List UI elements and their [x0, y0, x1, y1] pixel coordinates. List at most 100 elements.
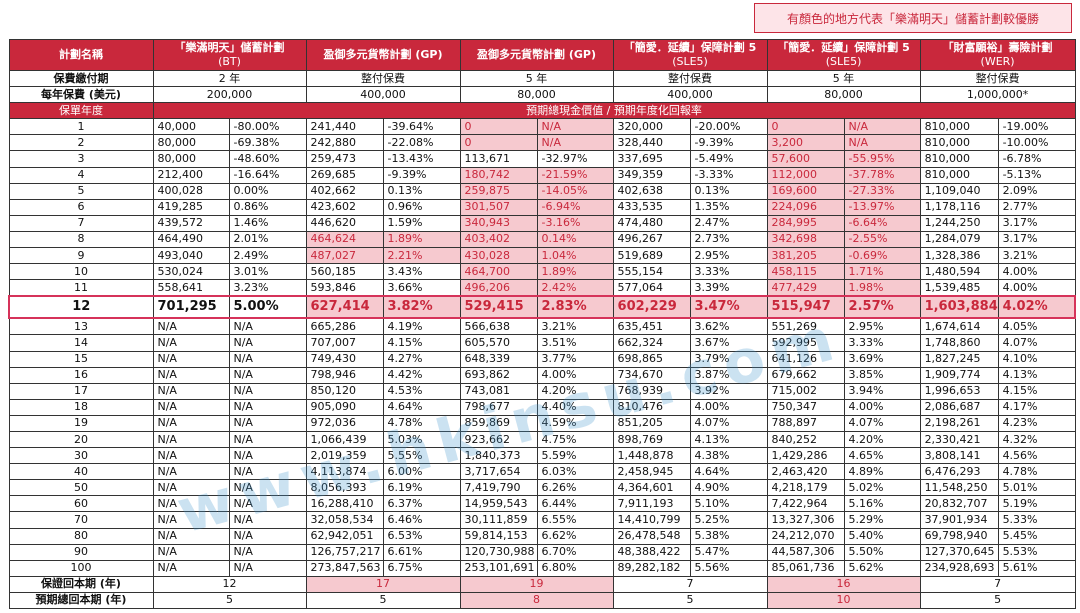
cash-value-cell: 1,328,386 — [919, 247, 999, 265]
cash-value-cell: 701,295 — [152, 295, 230, 320]
cash-value-cell: 2,019,359 — [305, 447, 384, 465]
annual-premium-value: 400,000 — [305, 86, 461, 104]
cash-value-cell: 69,798,940 — [919, 527, 999, 545]
return-rate-cell: -2.55% — [843, 230, 921, 249]
cash-value-cell: 898,769 — [612, 430, 691, 449]
cash-value-cell: 519,689 — [612, 247, 691, 265]
return-rate-cell: -20.00% — [689, 118, 768, 136]
cash-value-cell: 37,901,934 — [919, 511, 999, 529]
cash-value-cell: 1,827,245 — [919, 350, 999, 368]
return-rate-cell: 6.37% — [382, 495, 461, 513]
return-rate-cell: 4.40% — [536, 398, 614, 416]
return-rate-cell: 4.75% — [536, 430, 614, 449]
return-rate-cell: 1.71% — [843, 263, 921, 281]
cash-value-cell: 340,943 — [459, 214, 538, 232]
return-rate-cell: 5.55% — [382, 447, 461, 465]
projected-breakeven-label: 預期總回本期 (年) — [8, 591, 154, 610]
cash-value-cell: 57,600 — [766, 150, 845, 168]
return-rate-cell: 3.01% — [228, 263, 307, 281]
return-rate-cell: 2.21% — [382, 247, 461, 265]
return-rate-cell: 2.95% — [689, 247, 768, 265]
plan-header: 「簡愛．延續」保障計劃 5 (SLE5) — [612, 39, 768, 71]
table-row: 100 N/A N/A 273,847,563 6.75% 253,101,691 6.80… — [8, 559, 1076, 577]
cash-value-cell: N/A — [152, 543, 230, 561]
return-rate-cell: 4.19% — [382, 317, 461, 336]
return-rate-cell: 3.62% — [689, 317, 768, 336]
cash-value-cell: 253,101,691 — [459, 559, 538, 577]
cash-value-cell: 693,862 — [459, 366, 538, 384]
return-rate-cell: 4.64% — [382, 398, 461, 416]
cash-value-cell: 328,440 — [612, 134, 691, 152]
annual-premium-value: 200,000 — [152, 86, 307, 104]
policy-year-cell: 5 — [8, 182, 154, 200]
cash-value-cell: 529,415 — [459, 295, 538, 320]
return-rate-cell: 3.85% — [843, 366, 921, 384]
return-rate-cell: 3.67% — [689, 334, 768, 352]
return-rate-cell: 5.53% — [997, 543, 1076, 561]
plan-header: 「簡愛．延續」保障計劃 5 (SLE5) — [766, 39, 921, 71]
cash-value-cell: 1,539,485 — [919, 279, 999, 297]
return-rate-cell: -5.13% — [997, 166, 1076, 184]
return-rate-cell: 3.33% — [843, 334, 921, 352]
return-rate-cell: -37.78% — [843, 166, 921, 184]
return-rate-cell: 1.35% — [689, 198, 768, 216]
cash-value-cell: 14,410,799 — [612, 511, 691, 529]
table-row: 15 N/A N/A 749,430 4.27% 648,339 3.77% 698,865 3… — [8, 350, 1076, 368]
return-rate-cell: 5.19% — [997, 495, 1076, 513]
return-rate-cell: -0.69% — [843, 247, 921, 265]
return-rate-cell: -14.05% — [536, 182, 614, 200]
return-rate-cell: 5.50% — [843, 543, 921, 561]
return-rate-cell: 3.92% — [689, 382, 768, 400]
cash-value-cell: 342,698 — [766, 230, 845, 249]
return-rate-cell: 4.59% — [536, 414, 614, 432]
cash-value-cell: 605,570 — [459, 334, 538, 352]
table-row: 9 493,040 2.49% 487,027 2.21% 430,028 1.04% 519… — [8, 247, 1076, 265]
return-rate-cell: 4.00% — [997, 263, 1076, 281]
cash-value-cell: 402,662 — [305, 182, 384, 200]
return-rate-cell: -55.95% — [843, 150, 921, 168]
cash-value-cell: 301,507 — [459, 198, 538, 216]
cash-value-cell: 1,674,614 — [919, 317, 999, 336]
return-rate-cell: 4.15% — [997, 382, 1076, 400]
cash-value-cell: N/A — [152, 366, 230, 384]
cash-value-cell: 402,638 — [612, 182, 691, 200]
cash-value-cell: 641,126 — [766, 350, 845, 368]
cash-value-cell: 602,229 — [612, 295, 691, 320]
cash-value-cell: 1,244,250 — [919, 214, 999, 232]
table-row: 16 N/A N/A 798,946 4.42% 693,862 4.00% 734,670 3… — [8, 366, 1076, 384]
return-rate-cell: N/A — [228, 511, 307, 529]
return-rate-cell: N/A — [536, 134, 614, 152]
return-rate-cell: 3.51% — [536, 334, 614, 352]
cash-value-cell: 0 — [459, 118, 538, 136]
policy-year-cell: 3 — [8, 150, 154, 168]
return-rate-cell: 3.17% — [997, 214, 1076, 232]
return-rate-cell: 3.21% — [536, 317, 614, 336]
cash-value-cell: 13,327,306 — [766, 511, 845, 529]
return-rate-cell: 5.33% — [997, 511, 1076, 529]
cash-value-cell: 493,040 — [152, 247, 230, 265]
cash-value-cell: 242,880 — [305, 134, 384, 152]
cash-value-cell: N/A — [152, 317, 230, 336]
cash-value-cell: 80,000 — [152, 150, 230, 168]
cash-value-cell: 558,641 — [152, 279, 230, 297]
table-row: 7 439,572 1.46% 446,620 1.59% 340,943 -3.16% 47… — [8, 214, 1076, 232]
payment-period-value: 整付保費 — [919, 69, 1076, 88]
cash-value-cell: 3,808,141 — [919, 447, 999, 465]
return-rate-cell: 5.16% — [843, 495, 921, 513]
cash-value-cell: 7,419,790 — [459, 479, 538, 497]
return-rate-cell: 4.42% — [382, 366, 461, 384]
cash-value-cell: 2,463,420 — [766, 463, 845, 481]
annual-premium-value: 400,000 — [612, 86, 768, 104]
cash-value-cell: 905,090 — [305, 398, 384, 416]
plan-header: 盈御多元貨幣計劃 (GP) — [305, 39, 461, 71]
table-row: 12 701,295 5.00% 627,414 3.82% 529,415 2.83% 60… — [8, 295, 1077, 320]
return-rate-cell: 6.53% — [382, 527, 461, 545]
guaranteed-breakeven-value: 19 — [459, 575, 614, 593]
policy-year-cell: 6 — [8, 198, 154, 216]
return-rate-cell: 5.00% — [228, 295, 307, 320]
return-rate-cell: -16.64% — [228, 166, 307, 184]
return-rate-cell: N/A — [228, 430, 307, 449]
table-row: 19 N/A N/A 972,036 4.78% 859,869 4.59% 851,205 4… — [8, 414, 1076, 432]
return-rate-cell: 0.86% — [228, 198, 307, 216]
return-rate-cell: 4.20% — [843, 430, 921, 449]
